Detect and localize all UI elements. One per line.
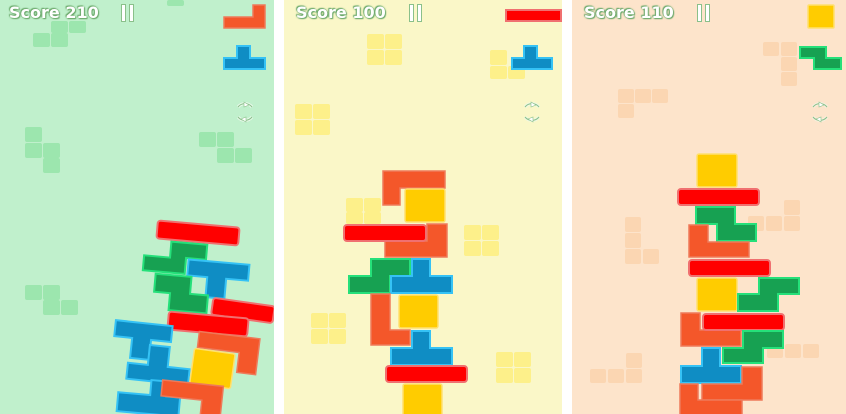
piece-yellow-o [398, 294, 439, 329]
piece-yellow-o [404, 188, 446, 223]
background-ghost-blocks [295, 34, 531, 383]
piece-blue-t [390, 258, 453, 294]
background-ghost-blocks [25, 0, 252, 315]
piece-orange-j [160, 379, 225, 414]
piece-green-z [153, 272, 210, 315]
piece-yellow-o [696, 153, 738, 188]
next-piece-yellow-o [807, 4, 835, 29]
piece-green-s [737, 277, 800, 312]
piece-orange-j [196, 330, 261, 376]
piece-yellow-o [189, 347, 236, 390]
next-piece-blue-t [511, 45, 553, 70]
next-piece-green-z [799, 46, 842, 70]
playfield [590, 4, 842, 414]
next-piece-red-i [505, 9, 562, 22]
rotate-icon[interactable] [232, 99, 258, 125]
playfield [25, 0, 274, 414]
piece-green-z [695, 206, 757, 242]
game-panel-2: Score 100 [284, 0, 562, 414]
piece-green-s [141, 240, 209, 275]
piece-orange-j [384, 223, 448, 258]
piece-blue-t [680, 347, 742, 384]
tower [113, 219, 274, 414]
piece-yellow-o [402, 383, 443, 414]
next-piece-orange-l [223, 4, 266, 29]
tower [343, 170, 468, 414]
piece-orange-l [370, 293, 411, 346]
score-label: Score 210 [9, 3, 99, 22]
score-label: Score 100 [296, 3, 386, 22]
piece-red-i [688, 259, 771, 277]
piece-orange-l [688, 224, 750, 258]
piece-red-i [702, 313, 785, 331]
piece-yellow-o [696, 277, 738, 312]
piece-red-i [343, 224, 427, 242]
piece-orange-j [382, 170, 446, 206]
playfield [295, 9, 562, 414]
piece-green-s [722, 330, 784, 364]
rotate-icon[interactable] [519, 99, 545, 125]
game-panel-1: Score 210 [0, 0, 274, 414]
piece-red-i [385, 365, 468, 383]
game-panel-3: Score 110 [572, 0, 846, 414]
tower [677, 153, 800, 414]
score-label: Score 110 [584, 3, 674, 22]
piece-red-i [677, 188, 760, 206]
pause-icon[interactable] [697, 4, 711, 22]
pause-icon[interactable] [409, 4, 423, 22]
piece-red-i [155, 219, 241, 247]
pause-icon[interactable] [121, 4, 135, 22]
rotate-icon[interactable] [807, 99, 833, 125]
next-piece-blue-t [223, 45, 266, 70]
piece-orange-l [679, 383, 743, 414]
